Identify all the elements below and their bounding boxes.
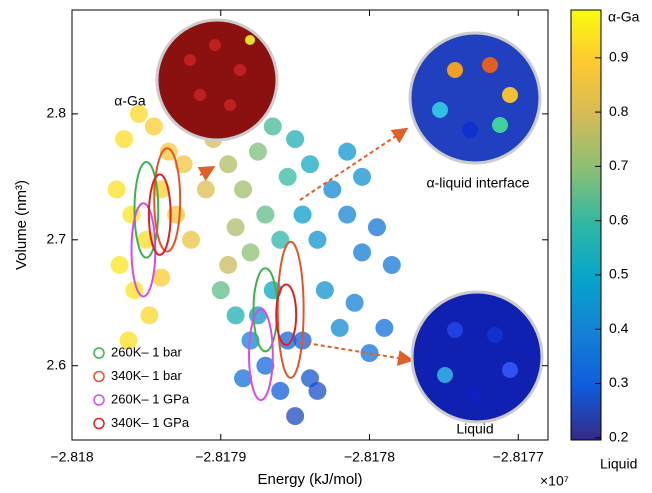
annotation: α-Ga	[114, 93, 146, 109]
point	[375, 319, 393, 337]
point	[368, 218, 386, 236]
point	[234, 180, 252, 198]
point	[346, 294, 364, 312]
legend-marker	[94, 419, 104, 429]
x-tick-label: −2.8177	[493, 449, 544, 465]
point	[286, 407, 304, 425]
point	[338, 206, 356, 224]
inset-liquid	[300, 292, 542, 422]
x-exponent: ×10⁷	[540, 473, 569, 489]
point	[212, 281, 230, 299]
colorbar-tick-label: 0.3	[609, 374, 629, 390]
point	[264, 117, 282, 135]
point	[242, 243, 260, 261]
legend-marker	[94, 348, 104, 358]
annotation: Liquid	[456, 421, 493, 437]
point	[182, 231, 200, 249]
x-tick-label: −2.8179	[195, 449, 246, 465]
point	[308, 231, 326, 249]
point	[249, 306, 267, 324]
point	[197, 180, 215, 198]
point	[308, 382, 326, 400]
x-axis-label: Energy (kJ/mol)	[257, 471, 362, 488]
point	[108, 180, 126, 198]
point	[249, 143, 267, 161]
colorbar-tick-label: 0.2	[609, 429, 629, 445]
colorbar-tick-label: 0.4	[609, 320, 629, 336]
point	[353, 168, 371, 186]
point	[331, 319, 349, 337]
ellipse	[132, 203, 156, 296]
point	[383, 256, 401, 274]
point	[145, 117, 163, 135]
x-tick-label: −2.8178	[344, 449, 395, 465]
legend-marker	[94, 372, 104, 382]
chart: α-Ga α-liquid interface Liquid Energy (k…	[0, 0, 652, 493]
point	[227, 218, 245, 236]
y-tick-label: 2.6	[47, 356, 67, 372]
annotation: α-liquid interface	[426, 175, 529, 191]
legend-marker	[94, 395, 104, 405]
point	[271, 382, 289, 400]
point	[219, 256, 237, 274]
colorbar-tick-label: 0.8	[609, 103, 629, 119]
point	[111, 256, 129, 274]
point	[301, 155, 319, 173]
ellipse	[278, 242, 304, 378]
legend-label: 340K– 1 bar	[111, 368, 183, 383]
colorbar-bottom-label: Liquid	[600, 456, 637, 472]
colorbar	[571, 10, 601, 440]
legend-label: 260K– 1 bar	[111, 344, 183, 359]
point	[227, 306, 245, 324]
point	[279, 168, 297, 186]
y-tick-label: 2.8	[47, 105, 67, 121]
colorbar-tick-label: 0.9	[609, 48, 629, 64]
point	[140, 306, 158, 324]
y-axis-label: Volume (nm³)	[13, 180, 30, 270]
point	[353, 243, 371, 261]
colorbar-top-label: α-Ga	[608, 9, 640, 25]
colorbar-tick-label: 0.5	[609, 266, 629, 282]
legend-label: 340K– 1 GPa	[111, 415, 190, 430]
point	[294, 206, 312, 224]
point	[219, 155, 237, 173]
x-tick-label: −2.818	[50, 449, 93, 465]
point	[286, 130, 304, 148]
point	[115, 130, 133, 148]
colorbar-tick-label: 0.7	[609, 157, 629, 173]
y-tick-label: 2.7	[47, 230, 67, 246]
legend-label: 260K– 1 GPa	[111, 391, 190, 406]
point	[338, 143, 356, 161]
point	[316, 281, 334, 299]
point	[256, 206, 274, 224]
colorbar-tick-label: 0.6	[609, 211, 629, 227]
